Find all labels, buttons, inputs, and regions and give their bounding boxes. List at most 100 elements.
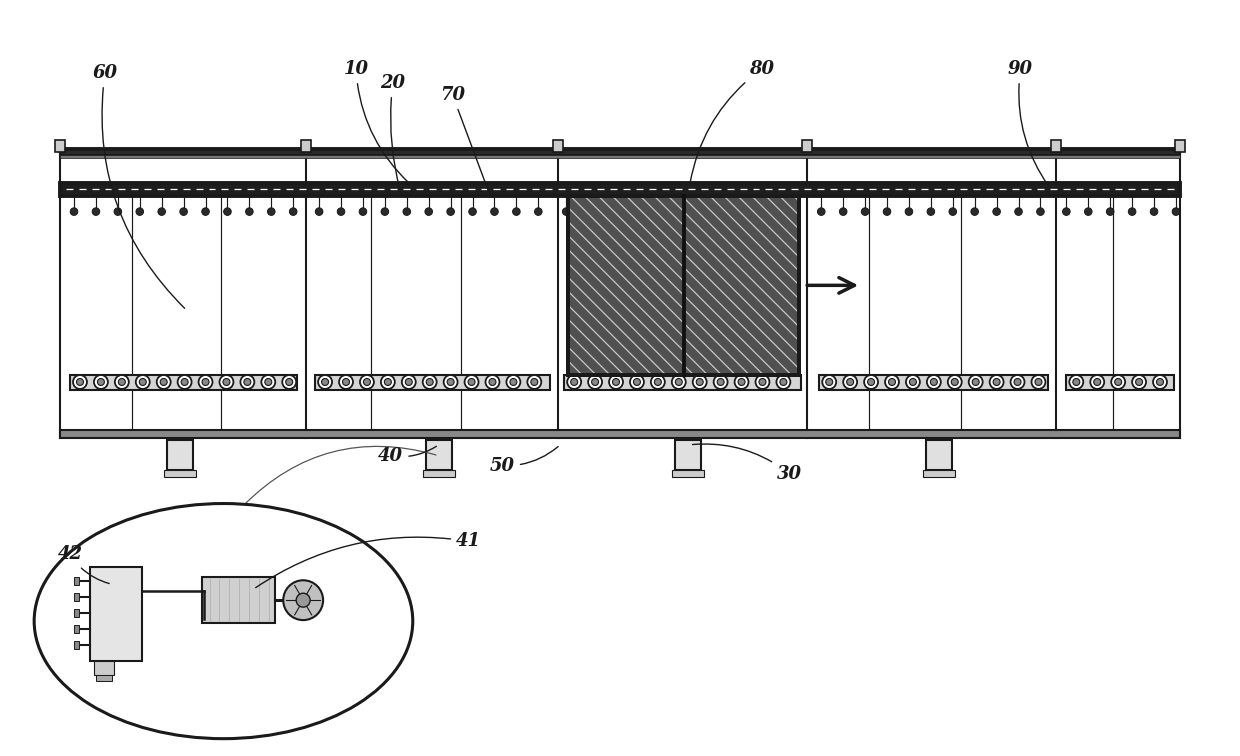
Circle shape [262,375,275,389]
Circle shape [510,379,517,386]
Circle shape [531,379,538,386]
Circle shape [223,379,229,386]
Circle shape [734,375,749,389]
Circle shape [862,208,869,215]
Circle shape [321,379,329,386]
Circle shape [1085,208,1092,215]
Circle shape [776,375,790,389]
Text: 60: 60 [93,64,185,308]
Bar [69,375,298,390]
Circle shape [868,379,874,386]
Circle shape [181,379,188,386]
Circle shape [650,208,657,215]
Circle shape [864,375,878,389]
Circle shape [930,379,937,386]
Circle shape [905,208,913,215]
Bar [923,469,955,476]
Circle shape [781,208,789,215]
Bar [74,578,79,585]
Circle shape [696,379,703,386]
Circle shape [947,375,962,389]
Circle shape [993,379,1001,386]
Circle shape [486,375,500,389]
Circle shape [1032,375,1045,389]
Circle shape [972,379,980,386]
Circle shape [315,208,322,215]
Circle shape [949,208,956,215]
Circle shape [1111,375,1125,389]
Bar [74,641,79,649]
Bar [94,661,114,675]
Ellipse shape [35,503,413,739]
Circle shape [883,208,890,215]
Circle shape [98,379,104,386]
Text: 30: 30 [692,444,802,482]
Circle shape [839,208,847,215]
Circle shape [469,208,476,215]
Circle shape [136,375,150,389]
Bar [568,196,800,375]
Circle shape [136,208,144,215]
Circle shape [1014,379,1021,386]
Text: 90: 90 [1008,60,1049,187]
Circle shape [993,208,1001,215]
Circle shape [570,379,578,386]
Bar [95,675,112,681]
Circle shape [402,375,415,389]
Circle shape [759,379,766,386]
Circle shape [381,208,388,215]
Bar [1176,140,1185,152]
Circle shape [427,379,433,386]
Bar [301,140,311,152]
Text: 80: 80 [691,60,774,182]
Bar [91,567,141,661]
Text: 42: 42 [57,545,109,584]
Circle shape [909,379,916,386]
Bar [1052,140,1061,152]
Text: 70: 70 [440,86,490,194]
Circle shape [73,375,87,389]
Bar [802,140,812,152]
Circle shape [94,375,108,389]
Circle shape [847,379,853,386]
Circle shape [606,208,614,215]
Circle shape [448,379,454,386]
Circle shape [446,208,454,215]
Circle shape [928,208,935,215]
Text: 20: 20 [381,74,405,190]
Circle shape [265,379,272,386]
Circle shape [609,375,622,389]
Circle shape [717,379,724,386]
Circle shape [337,208,345,215]
Circle shape [177,375,191,389]
Circle shape [202,379,210,386]
Bar [60,183,1180,196]
Circle shape [92,208,99,215]
Bar [60,155,1180,158]
Circle shape [283,375,296,389]
Circle shape [319,375,332,389]
Circle shape [968,375,982,389]
Text: 50: 50 [490,447,558,475]
Bar [564,375,801,390]
Circle shape [381,375,394,389]
Circle shape [906,375,920,389]
Circle shape [283,581,324,620]
Circle shape [588,375,603,389]
Circle shape [114,208,122,215]
Circle shape [672,375,686,389]
Circle shape [339,375,353,389]
Bar [568,196,800,375]
Circle shape [672,208,680,215]
Circle shape [990,375,1003,389]
Circle shape [1090,375,1104,389]
Text: 40: 40 [378,446,436,465]
Bar [425,440,451,469]
Circle shape [115,375,129,389]
Circle shape [780,379,787,386]
Circle shape [160,379,167,386]
Circle shape [738,208,745,215]
Circle shape [527,375,542,389]
Circle shape [1132,375,1146,389]
Circle shape [634,379,640,386]
